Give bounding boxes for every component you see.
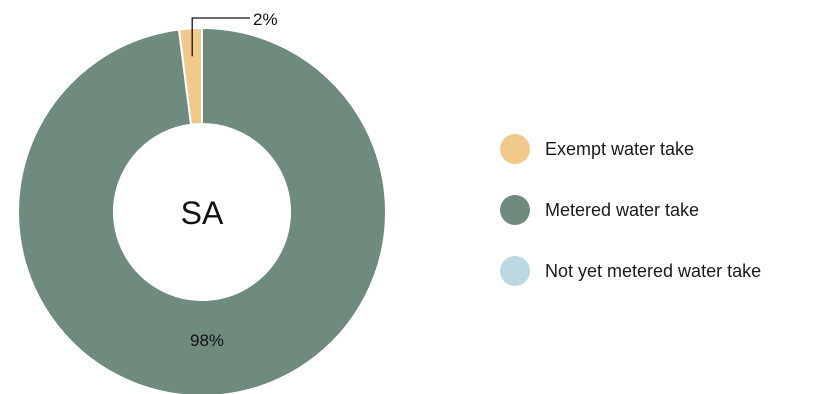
legend-swatch-exempt: [500, 134, 530, 164]
data-label-metered: 98%: [190, 331, 224, 350]
legend: Exempt water take Metered water take Not…: [500, 133, 761, 316]
legend-swatch-not-yet-metered: [500, 256, 530, 286]
donut-slices: [17, 26, 387, 394]
legend-item-metered: Metered water take: [500, 194, 761, 226]
legend-swatch-metered: [500, 195, 530, 225]
slice-metered-water-take: [17, 26, 387, 394]
donut-chart: SA 2% 98%: [17, 10, 387, 394]
legend-item-exempt: Exempt water take: [500, 133, 761, 165]
leader-line-exempt: [191, 17, 250, 57]
legend-label-not-yet-metered: Not yet metered water take: [545, 260, 762, 281]
data-label-exempt: 2%: [253, 10, 278, 29]
data-labels: 2% 98%: [190, 10, 278, 350]
legend-label-metered: Metered water take: [545, 199, 700, 220]
legend-label-exempt: Exempt water take: [545, 138, 695, 159]
center-label: SA: [181, 195, 224, 231]
legend-item-not-yet-metered: Not yet metered water take: [500, 255, 761, 287]
